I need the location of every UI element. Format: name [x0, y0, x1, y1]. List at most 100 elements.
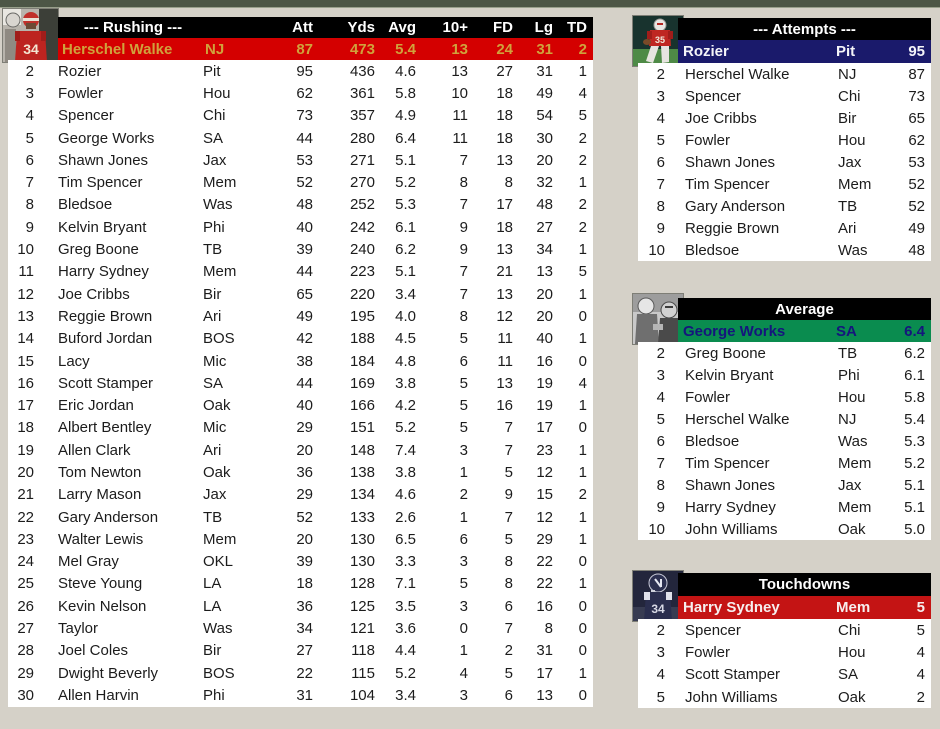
rank-cell: 5 — [656, 688, 665, 706]
td-cell: 0 — [578, 553, 587, 571]
10plus-cell: 3 — [459, 441, 468, 459]
fd-cell: 18 — [496, 129, 513, 147]
table-row[interactable]: 26 Kevin Nelson LA 36 125 3.5 3 6 16 0 — [8, 595, 593, 617]
rank-cell: 30 — [17, 686, 34, 704]
team-cell: BOS — [203, 664, 235, 682]
table-row[interactable]: 7 Tim Spencer Mem 5.2 — [638, 452, 931, 474]
team-cell: LA — [203, 575, 222, 593]
rank-cell: 7 — [656, 454, 665, 472]
table-row[interactable]: 21 Larry Mason Jax 29 134 4.6 2 9 15 2 — [8, 484, 593, 506]
table-row[interactable]: 6 Shawn Jones Jax 53 — [638, 151, 931, 173]
rank-cell: 4 — [656, 109, 665, 127]
table-row[interactable]: 4 Joe Cribbs Bir 65 — [638, 107, 931, 129]
table-row[interactable]: 30 Allen Harvin Phi 31 104 3.4 3 6 13 0 — [8, 684, 593, 706]
table-row[interactable]: 11 Harry Sydney Mem 44 223 5.1 7 21 13 5 — [8, 261, 593, 283]
column-header-avg[interactable]: Avg — [388, 19, 416, 36]
table-row[interactable]: 2 Greg Boone TB 6.2 — [638, 342, 931, 364]
table-row[interactable]: 5 Fowler Hou 62 — [638, 129, 931, 151]
team-cell: Mem — [203, 263, 237, 281]
rank-cell: 6 — [656, 432, 665, 450]
table-row[interactable]: 2 Spencer Chi 5 — [638, 619, 931, 641]
td-cell: 0 — [578, 352, 587, 370]
player-name-cell: Walter Lewis — [58, 530, 144, 548]
lg-cell: 49 — [536, 84, 553, 102]
table-row[interactable]: 5 Herschel Walke NJ 5.4 — [638, 408, 931, 430]
table-row[interactable]: 3 Spencer Chi 73 — [638, 85, 931, 107]
table-row[interactable]: 7 Tim Spencer Mem 52 — [638, 173, 931, 195]
player-name-cell: Scott Stamper — [685, 666, 781, 684]
table-row[interactable]: 23 Walter Lewis Mem 20 130 6.5 6 5 29 1 — [8, 528, 593, 550]
table-row[interactable]: 10 Bledsoe Was 48 — [638, 239, 931, 261]
td-cell: 1 — [578, 330, 587, 348]
table-row[interactable]: 3 Fowler Hou 4 — [638, 641, 931, 663]
table-row[interactable]: 9 Harry Sydney Mem 5.1 — [638, 496, 931, 518]
column-header-att[interactable]: Att — [292, 19, 313, 36]
table-row[interactable]: 7 Tim Spencer Mem 52 270 5.2 8 8 32 1 — [8, 171, 593, 193]
table-row[interactable]: 17 Eric Jordan Oak 40 166 4.2 5 16 19 1 — [8, 394, 593, 416]
table-row[interactable]: 10 John Williams Oak 5.0 — [638, 518, 931, 540]
table-row[interactable]: 4 Fowler Hou 5.8 — [638, 386, 931, 408]
table-row[interactable]: 8 Gary Anderson TB 52 — [638, 195, 931, 217]
attempts-leader-row[interactable]: Rozier Pit 95 — [678, 40, 931, 63]
column-header-lg[interactable]: Lg — [534, 19, 553, 36]
average-leader-row[interactable]: George Works SA 6.4 — [678, 320, 931, 342]
table-row[interactable]: 9 Kelvin Bryant Phi 40 242 6.1 9 18 27 2 — [8, 216, 593, 238]
table-row[interactable]: 5 John Williams Oak 2 — [638, 686, 931, 708]
table-row[interactable]: 25 Steve Young LA 18 128 7.1 5 8 22 1 — [8, 573, 593, 595]
player-name-cell: Mel Gray — [58, 553, 119, 571]
column-header-yds[interactable]: Yds — [347, 19, 375, 36]
team-cell: Jax — [203, 151, 227, 169]
table-row[interactable]: 27 Taylor Was 34 121 3.6 0 7 8 0 — [8, 617, 593, 639]
touchdowns-leader-row[interactable]: Harry Sydney Mem 5 — [678, 596, 931, 619]
table-row[interactable]: 10 Greg Boone TB 39 240 6.2 9 13 34 1 — [8, 238, 593, 260]
td-cell: 1 — [578, 575, 587, 593]
team-cell: TB — [203, 241, 223, 259]
table-row[interactable]: 19 Allen Clark Ari 20 148 7.4 3 7 23 1 — [8, 439, 593, 461]
10plus-cell: 7 — [459, 285, 468, 303]
table-row[interactable]: 15 Lacy Mic 38 184 4.8 6 11 16 0 — [8, 350, 593, 372]
table-row[interactable]: 24 Mel Gray OKL 39 130 3.3 3 8 22 0 — [8, 551, 593, 573]
rank-cell: 4 — [25, 107, 34, 125]
team-cell: Mem — [203, 174, 237, 192]
table-row[interactable]: 9 Reggie Brown Ari 49 — [638, 217, 931, 239]
10plus-cell: 13 — [451, 40, 468, 58]
table-row[interactable]: 8 Shawn Jones Jax 5.1 — [638, 474, 931, 496]
table-row[interactable]: 6 Shawn Jones Jax 53 271 5.1 7 13 20 2 — [8, 149, 593, 171]
table-row[interactable]: 4 Spencer Chi 73 357 4.9 11 18 54 5 — [8, 105, 593, 127]
table-row[interactable]: 3 Fowler Hou 62 361 5.8 10 18 49 4 — [8, 82, 593, 104]
table-row[interactable]: 12 Joe Cribbs Bir 65 220 3.4 7 13 20 1 — [8, 283, 593, 305]
10plus-cell: 3 — [459, 686, 468, 704]
table-row[interactable]: 29 Dwight Beverly BOS 22 115 5.2 4 5 17 1 — [8, 662, 593, 684]
table-row[interactable]: 2 Herschel Walke NJ 87 — [638, 63, 931, 85]
column-header-10plus[interactable]: 10+ — [442, 19, 468, 36]
table-row[interactable]: 16 Scott Stamper SA 44 169 3.8 5 13 19 4 — [8, 372, 593, 394]
value-cell: 5 — [916, 621, 925, 639]
table-row[interactable]: 18 Albert Bentley Mic 29 151 5.2 5 7 17 0 — [8, 417, 593, 439]
table-row[interactable]: 4 Scott Stamper SA 4 — [638, 664, 931, 686]
10plus-cell: 7 — [459, 196, 468, 214]
table-row[interactable]: 13 Reggie Brown Ari 49 195 4.0 8 12 20 0 — [8, 305, 593, 327]
player-name-cell: Kevin Nelson — [58, 597, 147, 615]
table-row[interactable]: 3 Kelvin Bryant Phi 6.1 — [638, 364, 931, 386]
table-row[interactable]: 28 Joel Coles Bir 27 118 4.4 1 2 31 0 — [8, 640, 593, 662]
avg-cell: 4.8 — [395, 352, 416, 370]
rank-cell: 3 — [25, 84, 34, 102]
column-header-td[interactable]: TD — [567, 19, 587, 36]
table-row[interactable]: 22 Gary Anderson TB 52 133 2.6 1 7 12 1 — [8, 506, 593, 528]
team-cell: Pit — [203, 62, 221, 80]
rushing-title: --- Rushing --- — [83, 19, 183, 36]
table-row[interactable]: 5 George Works SA 44 280 6.4 11 18 30 2 — [8, 127, 593, 149]
rushing-leader-row[interactable]: Herschel Walke NJ 87 473 5.4 13 24 31 2 — [58, 38, 593, 60]
table-row[interactable]: 2 Rozier Pit 95 436 4.6 13 27 31 1 — [8, 60, 593, 82]
table-row[interactable]: 8 Bledsoe Was 48 252 5.3 7 17 48 2 — [8, 194, 593, 216]
table-row[interactable]: 20 Tom Newton Oak 36 138 3.8 1 5 12 1 — [8, 461, 593, 483]
player-name-cell: John Williams — [685, 688, 778, 706]
table-row[interactable]: 14 Buford Jordan BOS 42 188 4.5 5 11 40 1 — [8, 328, 593, 350]
value-cell: 6.4 — [904, 322, 925, 340]
att-cell: 62 — [296, 84, 313, 102]
player-name-cell: Spencer — [685, 87, 741, 105]
team-cell: Phi — [203, 686, 225, 704]
column-header-fd[interactable]: FD — [493, 19, 513, 36]
rank-cell: 27 — [17, 620, 34, 638]
table-row[interactable]: 6 Bledsoe Was 5.3 — [638, 430, 931, 452]
